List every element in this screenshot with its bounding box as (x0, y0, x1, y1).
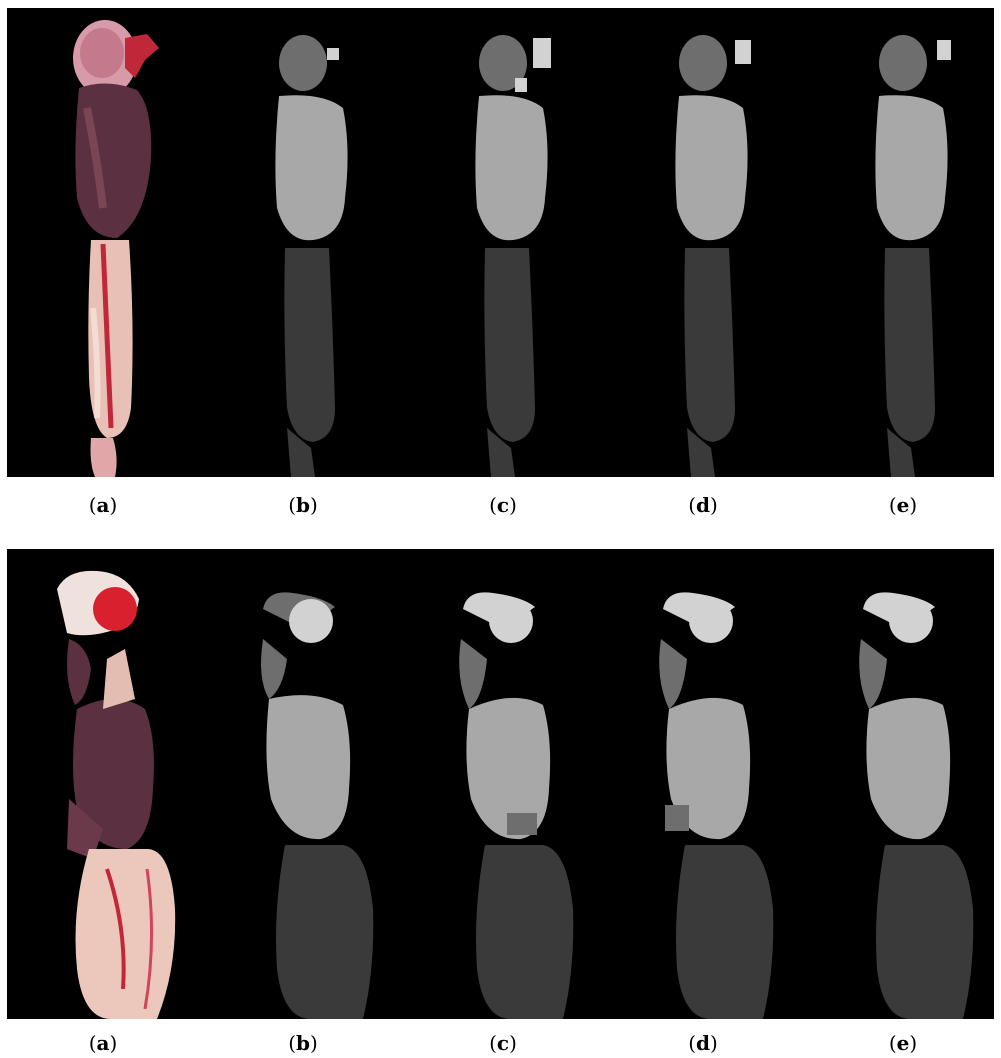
segmentation-mask-top-d (675, 35, 751, 477)
caption-bottom-e: (e) (888, 1031, 918, 1055)
photo-organs-bottom (57, 570, 176, 1019)
segmentation-mask-bottom-d (659, 592, 774, 1019)
caption-top-e: (e) (888, 493, 918, 517)
segmentation-mask-top-c (475, 35, 551, 477)
caption-top-b: (b) (288, 493, 318, 517)
segmentation-mask-bottom-b (261, 592, 374, 1019)
photo-organs-top (73, 20, 159, 477)
caption-top-d: (d) (688, 493, 718, 517)
caption-bottom-b: (b) (288, 1031, 318, 1055)
caption-bottom-c: (c) (489, 1031, 517, 1055)
caption-top-a: (a) (88, 493, 118, 517)
caption-top-c: (c) (489, 493, 517, 517)
segmentation-mask-top-b (275, 35, 348, 477)
segmentation-mask-bottom-c (459, 592, 574, 1019)
segmentation-mask-bottom-e (859, 592, 974, 1019)
segmentation-mask-top-e (875, 35, 951, 477)
caption-row-top: (a) (b) (c) (d) (e) (0, 490, 1001, 520)
caption-bottom-d: (d) (688, 1031, 718, 1055)
figure-row-top (7, 8, 994, 477)
caption-bottom-a: (a) (88, 1031, 118, 1055)
caption-row-bottom: (a) (b) (c) (d) (e) (0, 1028, 1001, 1058)
figure-row-bottom (7, 549, 994, 1019)
